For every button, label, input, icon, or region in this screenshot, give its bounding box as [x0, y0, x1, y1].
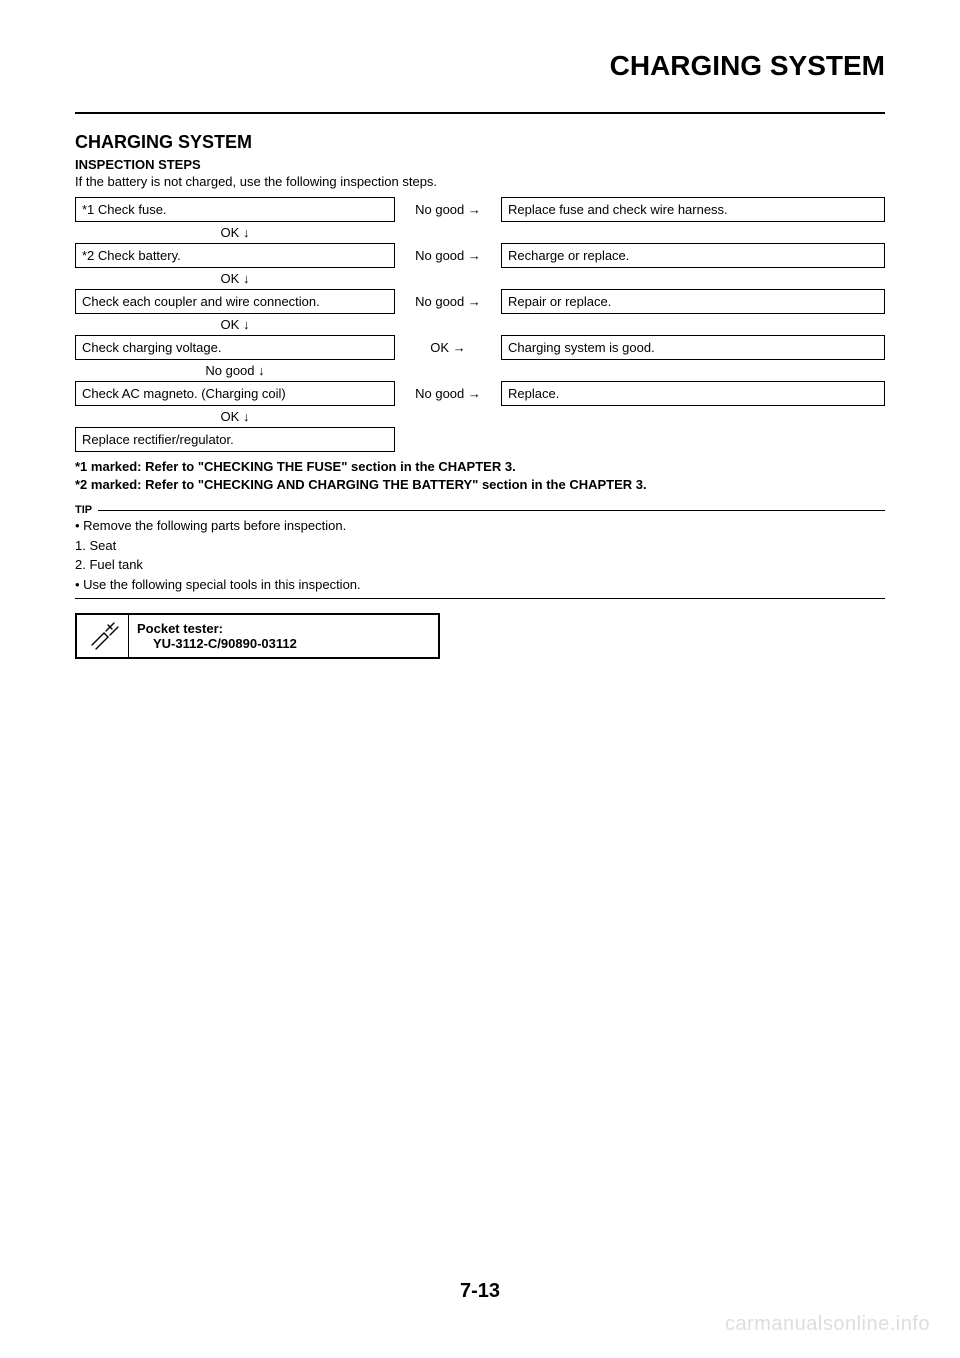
footnote-2: *2 marked: Refer to "CHECKING AND CHARGI… — [75, 476, 885, 494]
flow-step: Replace rectifier/regulator. — [75, 427, 395, 452]
inspection-flowchart: *1 Check fuse. No good → Replace fuse an… — [75, 197, 885, 452]
flow-result: Replace fuse and check wire harness. — [501, 197, 885, 222]
rule — [75, 112, 885, 114]
flow-row: Check each coupler and wire connection. … — [75, 289, 885, 314]
tip-list-item: 2. Fuel tank — [75, 555, 885, 575]
tip-list-item: 1. Seat — [75, 536, 885, 556]
flow-connector: OK ↓ — [75, 314, 395, 335]
flow-step: Check charging voltage. — [75, 335, 395, 360]
footnote-1: *1 marked: Refer to "CHECKING THE FUSE" … — [75, 458, 885, 476]
footnotes: *1 marked: Refer to "CHECKING THE FUSE" … — [75, 458, 885, 494]
tip-header: TIP — [75, 504, 885, 516]
flow-result: Recharge or replace. — [501, 243, 885, 268]
flow-branch: No good → — [403, 243, 493, 268]
flow-row: Check AC magneto. (Charging coil) No goo… — [75, 381, 885, 406]
flow-branch: No good → — [403, 197, 493, 222]
flow-connector: OK ↓ — [75, 222, 395, 243]
tool-title: Pocket tester: — [137, 621, 297, 636]
flow-result: Replace. — [501, 381, 885, 406]
flow-row: Replace rectifier/regulator. — [75, 427, 885, 452]
tool-text: Pocket tester: YU-3112-C/90890-03112 — [129, 615, 305, 657]
flow-step: *1 Check fuse. — [75, 197, 395, 222]
flow-branch: No good → — [403, 381, 493, 406]
flow-connector: No good ↓ — [75, 360, 395, 381]
flow-step: *2 Check battery. — [75, 243, 395, 268]
tool-code: YU-3112-C/90890-03112 — [137, 636, 297, 651]
watermark: carmanualsonline.info — [725, 1313, 930, 1336]
page-number: 7-13 — [0, 1280, 960, 1303]
section-title: CHARGING SYSTEM — [75, 132, 885, 153]
tip-body: • Remove the following parts before insp… — [75, 516, 885, 594]
flow-connector: OK ↓ — [75, 406, 395, 427]
flow-row: Check charging voltage. OK → Charging sy… — [75, 335, 885, 360]
tip-bullet: • Remove the following parts before insp… — [75, 516, 885, 536]
flow-result: Repair or replace. — [501, 289, 885, 314]
flow-connector: OK ↓ — [75, 268, 395, 289]
flow-row: *2 Check battery. No good → Recharge or … — [75, 243, 885, 268]
inspection-steps-heading: INSPECTION STEPS — [75, 157, 885, 172]
tool-box: Pocket tester: YU-3112-C/90890-03112 — [75, 613, 440, 659]
tip-rule — [98, 510, 885, 511]
page-title: CHARGING SYSTEM — [75, 50, 885, 82]
flow-step: Check AC magneto. (Charging coil) — [75, 381, 395, 406]
lead-text: If the battery is not charged, use the f… — [75, 174, 885, 189]
flow-branch: OK → — [403, 335, 493, 360]
flow-row: *1 Check fuse. No good → Replace fuse an… — [75, 197, 885, 222]
tuning-fork-icon — [77, 615, 129, 657]
flow-result: Charging system is good. — [501, 335, 885, 360]
tip-label: TIP — [75, 504, 92, 516]
tip-end-rule — [75, 598, 885, 599]
flow-step: Check each coupler and wire connection. — [75, 289, 395, 314]
tip-bullet: • Use the following special tools in thi… — [75, 575, 885, 595]
flow-branch: No good → — [403, 289, 493, 314]
